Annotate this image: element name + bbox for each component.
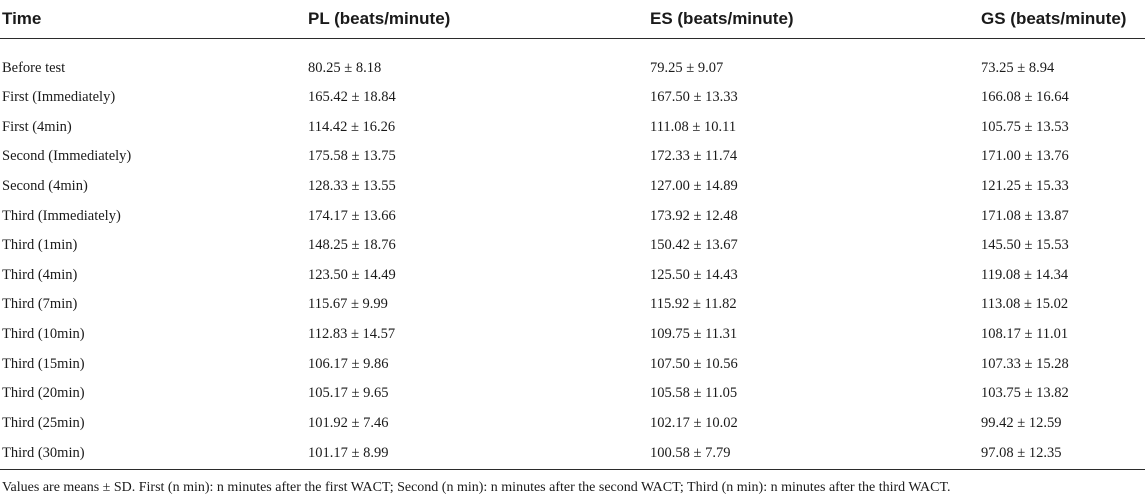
header-pl: PL (beats/minute) <box>306 0 648 39</box>
cell-pl: 112.83 ± 14.57 <box>308 326 396 343</box>
cell-time: Third (30min) <box>0 438 306 471</box>
cell-time: Third (1min) <box>2 237 78 254</box>
cell-es: 167.50 ± 13.33 <box>650 89 738 106</box>
cell-gs: 107.33 ± 15.28 <box>981 355 1069 372</box>
cell-gs: 121.25 ± 15.33 <box>981 178 1069 195</box>
cell-gs: 105.75 ± 13.53 <box>981 118 1069 135</box>
cell-pl: 148.25 ± 18.76 <box>308 237 396 254</box>
cell-pl: 128.33 ± 13.55 <box>308 178 396 195</box>
table-header: Time PL (beats/minute) ES (beats/minute)… <box>0 0 1145 39</box>
table-row: Second (4min) 128.33 ± 13.55 127.00 ± 14.8… <box>0 172 1145 202</box>
cell-gs: 171.08 ± 13.87 <box>981 207 1069 224</box>
cell-es: 79.25 ± 9.07 <box>650 59 724 76</box>
cell-gs: 145.50 ± 15.53 <box>981 237 1069 254</box>
table-row: First (Immediately) 165.42 ± 18.84 167.50 … <box>0 83 1145 113</box>
table-row: Third (20min) 105.17 ± 9.65 105.58 ± 11.05… <box>0 379 1145 409</box>
cell-time: First (4min) <box>2 118 72 135</box>
cell-gs: 119.08 ± 14.34 <box>981 266 1069 283</box>
cell-es: 172.33 ± 11.74 <box>650 148 738 165</box>
header-row: Time PL (beats/minute) ES (beats/minute)… <box>0 0 1145 39</box>
cell-time: Third (Immediately) <box>2 207 121 224</box>
cell-es: 127.00 ± 14.89 <box>650 178 738 195</box>
heart-rate-table: Time PL (beats/minute) ES (beats/minute)… <box>0 0 1145 471</box>
cell-es: 107.50 ± 10.56 <box>650 355 738 372</box>
table-row: Before test 80.25 ± 8.18 79.25 ± 9.07 73.25… <box>0 39 1145 84</box>
cell-pl: 174.17 ± 13.66 <box>308 207 396 224</box>
cell-time: Third (15min) <box>2 355 85 372</box>
cell-pl: 115.67 ± 9.99 <box>308 296 388 313</box>
table-row: Third (7min) 115.67 ± 9.99 115.92 ± 11.82 1… <box>0 290 1145 320</box>
table-row: Third (10min) 112.83 ± 14.57 109.75 ± 11.3… <box>0 320 1145 350</box>
cell-time: Second (Immediately) <box>2 148 132 165</box>
cell-gs: 108.17 ± 11.01 <box>981 326 1069 343</box>
cell-time: Third (25min) <box>2 414 85 431</box>
cell-es: 125.50 ± 14.43 <box>650 266 738 283</box>
cell-es: 115.92 ± 11.82 <box>650 296 737 313</box>
cell-pl: 165.42 ± 18.84 <box>308 89 396 106</box>
table-body: Before test 80.25 ± 8.18 79.25 ± 9.07 73.25… <box>0 39 1145 471</box>
table-row: Third (25min) 101.92 ± 7.46 102.17 ± 10.02… <box>0 409 1145 439</box>
cell-gs: 171.00 ± 13.76 <box>981 148 1069 165</box>
cell-pl: 106.17 ± 9.86 <box>308 355 389 372</box>
cell-gs: 166.08 ± 16.64 <box>981 89 1069 106</box>
table-row: Third (Immediately) 174.17 ± 13.66 173.92 … <box>0 201 1145 231</box>
cell-time: First (Immediately) <box>2 89 116 106</box>
cell-pl: 175.58 ± 13.75 <box>308 148 396 165</box>
cell-gs: 99.42 ± 12.59 <box>981 414 1062 431</box>
cell-es: 173.92 ± 12.48 <box>650 207 738 224</box>
cell-gs: 97.08 ± 12.35 <box>981 438 1145 471</box>
table-row: Third (15min) 106.17 ± 9.86 107.50 ± 10.56… <box>0 349 1145 379</box>
cell-pl: 114.42 ± 16.26 <box>308 118 396 135</box>
table-row: Second (Immediately) 175.58 ± 13.75 172.33… <box>0 142 1145 172</box>
cell-gs: 73.25 ± 8.94 <box>981 59 1055 76</box>
cell-time: Third (10min) <box>2 326 85 343</box>
cell-es: 150.42 ± 13.67 <box>650 237 738 254</box>
header-es: ES (beats/minute) <box>648 0 981 39</box>
cell-gs: 103.75 ± 13.82 <box>981 385 1069 402</box>
header-time: Time <box>0 0 306 39</box>
cell-pl: 101.92 ± 7.46 <box>308 414 389 431</box>
cell-pl: 101.17 ± 8.99 <box>306 438 648 471</box>
cell-es: 111.08 ± 10.11 <box>650 118 737 135</box>
table-row: First (4min) 114.42 ± 16.26 111.08 ± 10.11… <box>0 113 1145 143</box>
cell-es: 109.75 ± 11.31 <box>650 326 738 343</box>
cell-time: Third (20min) <box>2 385 85 402</box>
cell-es: 102.17 ± 10.02 <box>650 414 738 431</box>
cell-time: Third (4min) <box>2 266 78 283</box>
cell-es: 105.58 ± 11.05 <box>650 385 738 402</box>
cell-time: Second (4min) <box>2 178 88 195</box>
table-footnote: Values are means ± SD. First (n min): n … <box>2 480 951 495</box>
table-row: Third (4min) 123.50 ± 14.49 125.50 ± 14.43… <box>0 261 1145 291</box>
cell-time: Before test <box>2 59 66 76</box>
cell-pl: 123.50 ± 14.49 <box>308 266 396 283</box>
cell-pl: 105.17 ± 9.65 <box>308 385 389 402</box>
table-row: Third (1min) 148.25 ± 18.76 150.42 ± 13.67… <box>0 231 1145 261</box>
table-row: Third (30min) 101.17 ± 8.99 100.58 ± 7.79 9… <box>0 438 1145 471</box>
cell-time: Third (7min) <box>2 296 78 313</box>
heart-rate-table-container: Time PL (beats/minute) ES (beats/minute)… <box>0 0 1145 471</box>
cell-gs: 113.08 ± 15.02 <box>981 296 1069 313</box>
cell-pl: 80.25 ± 8.18 <box>308 59 382 76</box>
cell-es: 100.58 ± 7.79 <box>648 438 981 471</box>
header-gs: GS (beats/minute) <box>981 0 1145 39</box>
